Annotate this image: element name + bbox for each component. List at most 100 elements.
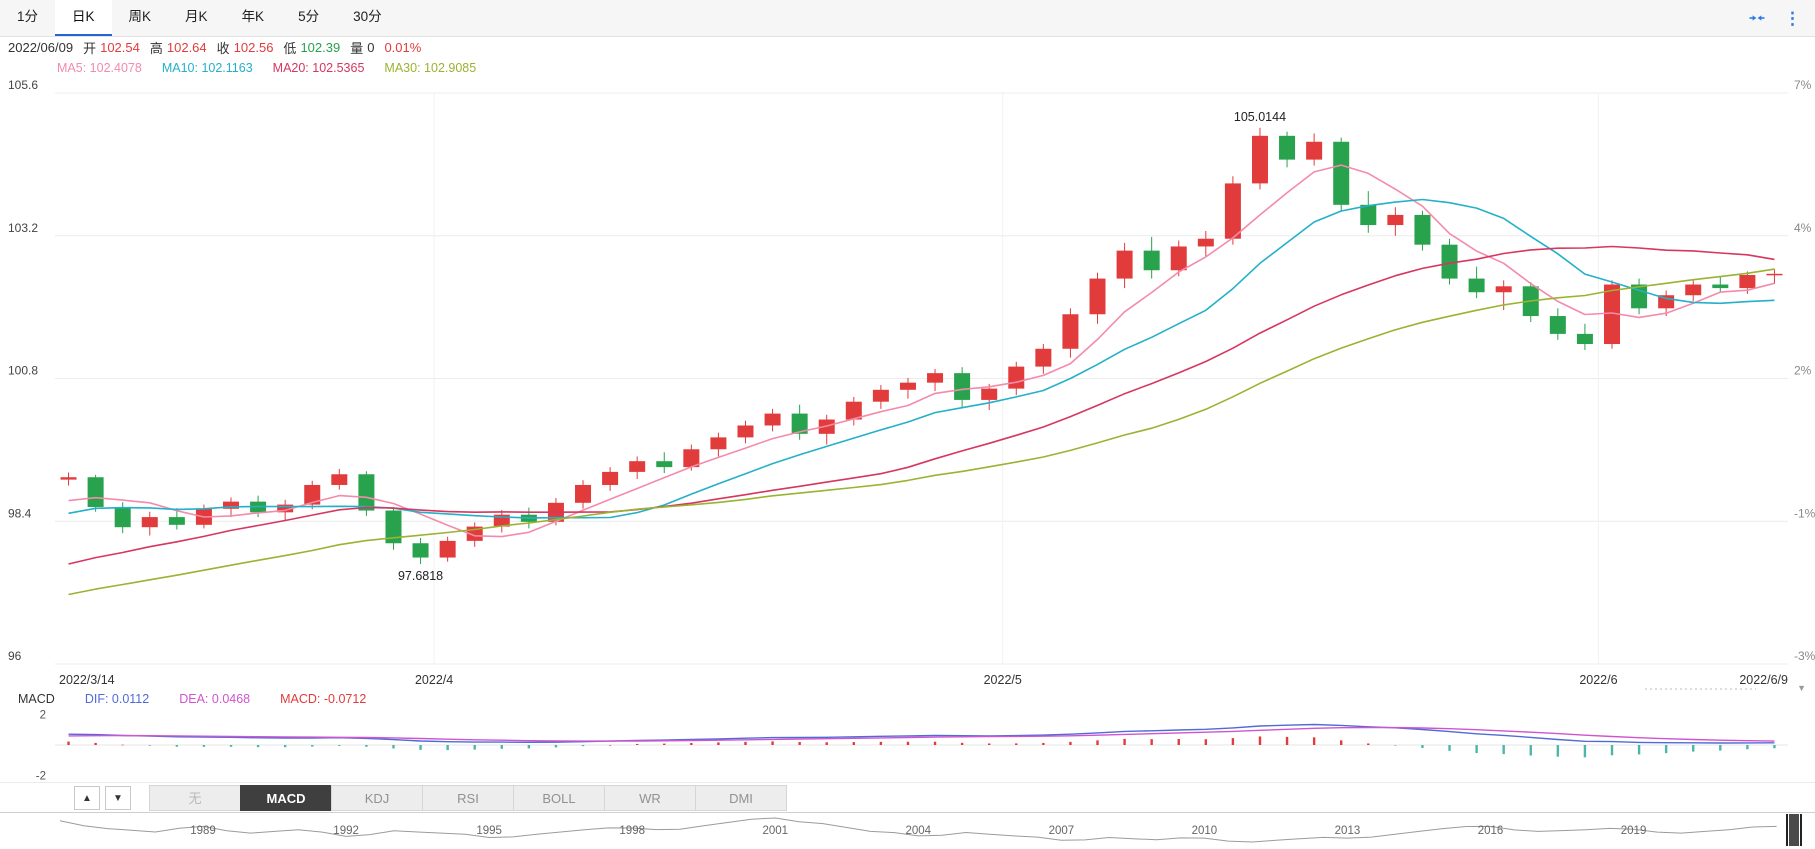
dea-readout: DEA: 0.0468 bbox=[179, 692, 251, 706]
candle bbox=[331, 474, 348, 485]
ma10-legend: MA10: 102.1163 bbox=[161, 61, 253, 75]
year-label: 1995 bbox=[476, 825, 502, 837]
year-label: 2013 bbox=[1335, 825, 1361, 837]
candle bbox=[575, 484, 592, 503]
date-axis-label: 2022/6/9 bbox=[1739, 673, 1788, 687]
candle bbox=[737, 425, 754, 438]
indicator-up-button[interactable]: ▲ bbox=[74, 786, 100, 810]
candle bbox=[1631, 284, 1648, 309]
ma-lines bbox=[68, 164, 1775, 596]
candle bbox=[1603, 284, 1620, 345]
candle bbox=[629, 461, 646, 472]
candle bbox=[764, 413, 781, 426]
more-menu-icon[interactable]: ⋮ bbox=[1784, 8, 1801, 28]
period-tab-1min[interactable]: 1分 bbox=[17, 9, 39, 24]
volume-value: 0 bbox=[367, 40, 375, 55]
dea-line bbox=[68, 726, 1775, 742]
candle bbox=[872, 389, 889, 402]
period-tab-30min[interactable]: 30分 bbox=[353, 9, 382, 24]
indicator-tab-rsi[interactable]: RSI bbox=[422, 785, 514, 811]
candle bbox=[412, 543, 429, 558]
candle bbox=[493, 514, 510, 527]
navigator-handle-left[interactable] bbox=[1786, 814, 1788, 846]
candle bbox=[1170, 246, 1187, 271]
candle bbox=[1224, 183, 1241, 239]
high-label: 高 bbox=[149, 41, 163, 56]
candle bbox=[791, 413, 808, 434]
navigator-handle-right[interactable] bbox=[1800, 814, 1802, 846]
ma5-line bbox=[68, 164, 1775, 538]
macd-axis-label: 2 bbox=[40, 710, 46, 722]
indicator-down-button[interactable]: ▼ bbox=[105, 786, 131, 810]
macd-histogram bbox=[67, 736, 1776, 758]
year-label: 1989 bbox=[190, 825, 216, 837]
date-axis-label: 2022/4 bbox=[415, 673, 453, 687]
price-axis-label: 96 bbox=[8, 649, 22, 663]
quote-date: 2022/06/09 bbox=[8, 40, 74, 55]
candle bbox=[1360, 204, 1377, 226]
candle bbox=[87, 477, 104, 507]
year-label: 2010 bbox=[1192, 825, 1218, 837]
toolbar-icons: ⋮ bbox=[1748, 0, 1801, 36]
navigator-selection[interactable] bbox=[1789, 814, 1799, 846]
candle bbox=[1197, 238, 1214, 247]
macd-chart[interactable]: 2 -2 bbox=[0, 708, 1815, 782]
macd-title: MACD bbox=[18, 692, 55, 706]
candle bbox=[683, 449, 700, 468]
price-axis-label: 100.8 bbox=[8, 364, 38, 378]
history-line bbox=[59, 817, 1777, 843]
date-axis-label: 2022/6 bbox=[1579, 673, 1617, 687]
indicator-tab-none[interactable]: 无 bbox=[149, 785, 241, 811]
indicator-tab-wr[interactable]: WR bbox=[604, 785, 696, 811]
close-value: 102.56 bbox=[233, 40, 274, 55]
indicator-tab-macd[interactable]: MACD bbox=[240, 785, 332, 811]
macd-axis-label: -2 bbox=[36, 770, 46, 782]
indicator-tab-dmi[interactable]: DMI bbox=[695, 785, 787, 811]
x-axis: 2022/3/14 2022/4 2022/5 2022/6 2022/6/9 ▼ bbox=[59, 673, 1806, 692]
gridlines: 105.6 7% 103.2 4% 100.8 2% 98.4 -1% 96 -3% bbox=[8, 78, 1815, 665]
date-axis-label: 2022/5 bbox=[984, 673, 1022, 687]
candle bbox=[656, 461, 673, 468]
navigator[interactable]: 1989 1992 1995 1998 2001 2004 2007 2010 2013 2016… bbox=[0, 812, 1815, 849]
percent-axis-label: -3% bbox=[1794, 649, 1815, 663]
candle bbox=[141, 517, 158, 528]
candle bbox=[1116, 250, 1133, 279]
change-percent: 0.01% bbox=[384, 40, 422, 55]
candle bbox=[304, 484, 321, 505]
candle bbox=[1333, 141, 1350, 205]
open-value: 102.54 bbox=[100, 40, 140, 55]
indicator-tab-boll[interactable]: BOLL bbox=[513, 785, 605, 811]
range-marker-icon: ▼ bbox=[1797, 683, 1806, 692]
candle bbox=[602, 471, 619, 485]
candle bbox=[439, 540, 456, 558]
close-label: 收 bbox=[216, 41, 230, 56]
macd-legend: MACD DIF: 0.0112 DEA: 0.0468 MACD: -0.07… bbox=[0, 690, 366, 708]
toolbar: 1分 日K 周K 月K 年K 5分 30分 ⋮ bbox=[0, 0, 1815, 37]
ma-legend: MA5: 102.4078 MA10: 102.1163 MA20: 102.5… bbox=[0, 58, 476, 78]
period-tabs: 1分 日K 周K 月K 年K 5分 30分 bbox=[0, 0, 399, 36]
candle bbox=[1387, 214, 1404, 226]
candle bbox=[1549, 316, 1566, 334]
percent-axis-label: 7% bbox=[1794, 78, 1812, 92]
candle bbox=[981, 388, 998, 400]
indicator-tab-kdj[interactable]: KDJ bbox=[331, 785, 423, 811]
period-tab-weekly[interactable]: 周K bbox=[128, 9, 152, 24]
candlestick-series[interactable] bbox=[60, 127, 1783, 564]
year-label: 2001 bbox=[762, 825, 788, 837]
main-chart[interactable]: 105.6 7% 103.2 4% 100.8 2% 98.4 -1% 96 -3% 2022/3/… bbox=[0, 78, 1815, 692]
candle bbox=[60, 477, 77, 480]
volume-label: 量 bbox=[350, 41, 364, 56]
candle bbox=[168, 517, 185, 525]
navigator-chart[interactable]: 1989 1992 1995 1998 2001 2004 2007 2010 2013 2016… bbox=[0, 813, 1815, 847]
candle bbox=[1143, 250, 1160, 271]
year-label: 2004 bbox=[906, 825, 932, 837]
period-tab-yearly[interactable]: 年K bbox=[241, 9, 265, 24]
candle bbox=[899, 382, 916, 390]
period-tab-daily[interactable]: 日K bbox=[55, 0, 112, 36]
year-label: 1992 bbox=[333, 825, 359, 837]
period-tab-monthly[interactable]: 月K bbox=[185, 9, 208, 24]
compress-icon[interactable] bbox=[1748, 9, 1766, 27]
period-tab-5min[interactable]: 5分 bbox=[298, 9, 320, 24]
dif-readout: DIF: 0.0112 bbox=[84, 692, 150, 706]
ma30-legend: MA30: 102.9085 bbox=[384, 61, 477, 75]
